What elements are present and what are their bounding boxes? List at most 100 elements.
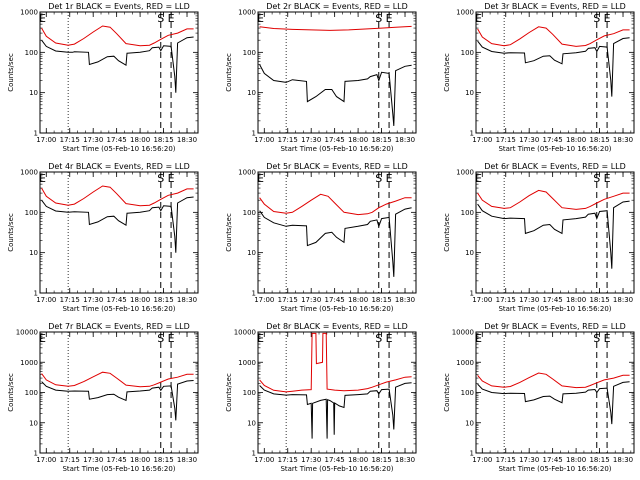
x-tick-label: 18:00 bbox=[566, 456, 586, 464]
x-tick-label: 17:00 bbox=[472, 456, 492, 464]
x-tick-label: 17:15 bbox=[60, 456, 80, 464]
event-label: E bbox=[386, 12, 393, 25]
plot-frame bbox=[39, 11, 199, 134]
x-tick-label: 17:00 bbox=[254, 296, 274, 304]
x-tick-label: 17:15 bbox=[60, 136, 80, 144]
y-axis-label: Counts/sec bbox=[225, 213, 233, 252]
x-tick-label: 17:30 bbox=[519, 296, 539, 304]
series-line-lld bbox=[477, 189, 630, 210]
y-tick-label: 100 bbox=[25, 49, 38, 57]
event-label: S bbox=[593, 172, 600, 185]
series-line-lld bbox=[259, 25, 412, 31]
x-tick-label: 18:00 bbox=[348, 456, 368, 464]
x-axis-label: Start Time (05-Feb-10 16:56:20) bbox=[280, 305, 393, 313]
x-axis-label: Start Time (05-Feb-10 16:56:20) bbox=[280, 145, 393, 153]
y-tick-label: 1000 bbox=[456, 9, 474, 17]
y-tick-label: 1000 bbox=[238, 359, 256, 367]
plot-frame bbox=[39, 171, 199, 294]
x-tick-label: 17:45 bbox=[107, 296, 127, 304]
y-tick-label: 1000 bbox=[238, 9, 256, 17]
y-tick-label: 10 bbox=[465, 419, 474, 427]
y-tick-label: 1 bbox=[252, 290, 256, 298]
y-tick-label: 1000 bbox=[20, 169, 38, 177]
event-label: E bbox=[39, 172, 46, 185]
x-tick-label: 17:45 bbox=[325, 136, 345, 144]
x-tick-label: 18:30 bbox=[395, 456, 415, 464]
panel-title: Det 8r BLACK = Events, RED = LLD bbox=[266, 322, 408, 331]
series-line-events bbox=[259, 382, 412, 439]
y-axis-label: Counts/sec bbox=[443, 53, 451, 92]
x-tick-label: 18:15 bbox=[589, 136, 609, 144]
x-tick-label: 17:45 bbox=[543, 296, 563, 304]
series-line-events bbox=[477, 37, 630, 97]
x-tick-label: 17:15 bbox=[496, 136, 516, 144]
plot-frame bbox=[257, 11, 417, 134]
x-tick-label: 17:45 bbox=[543, 136, 563, 144]
x-tick-label: 17:30 bbox=[301, 456, 321, 464]
plot-frame bbox=[257, 331, 417, 454]
x-tick-label: 17:15 bbox=[278, 456, 298, 464]
x-tick-label: 17:15 bbox=[278, 296, 298, 304]
y-tick-label: 10 bbox=[29, 419, 38, 427]
x-tick-label: 18:15 bbox=[371, 456, 391, 464]
y-tick-label: 1000 bbox=[456, 359, 474, 367]
panel-title: Det 9r BLACK = Events, RED = LLD bbox=[484, 322, 626, 331]
series-line-events bbox=[259, 207, 412, 277]
x-tick-label: 18:30 bbox=[177, 456, 197, 464]
series-line-events bbox=[41, 196, 194, 253]
x-axis-label: Start Time (05-Feb-10 16:56:20) bbox=[280, 465, 393, 473]
y-axis-label: Counts/sec bbox=[443, 373, 451, 412]
y-tick-label: 1 bbox=[252, 130, 256, 138]
x-axis-label: Start Time (05-Feb-10 16:56:20) bbox=[498, 465, 611, 473]
y-tick-label: 10 bbox=[247, 89, 256, 97]
panel-det-8: Det 8r BLACK = Events, RED = LLD 1 10 100 10… bbox=[225, 322, 417, 473]
panel-det-3: Det 3r BLACK = Events, RED = LLD 1 10 100 10… bbox=[443, 2, 635, 153]
x-tick-label: 17:30 bbox=[83, 456, 103, 464]
event-label: S bbox=[157, 12, 164, 25]
y-tick-label: 1 bbox=[34, 130, 38, 138]
y-tick-label: 1000 bbox=[20, 9, 38, 17]
event-label: S bbox=[375, 12, 382, 25]
x-tick-label: 17:00 bbox=[254, 456, 274, 464]
x-tick-label: 17:30 bbox=[519, 456, 539, 464]
y-tick-label: 10000 bbox=[16, 329, 38, 337]
x-tick-label: 18:30 bbox=[613, 296, 633, 304]
panel-det-2: Det 2r BLACK = Events, RED = LLD 1 10 100 10… bbox=[225, 2, 417, 153]
y-tick-label: 1 bbox=[34, 450, 38, 458]
event-label: E bbox=[475, 12, 482, 25]
panel-det-1: Det 1r BLACK = Events, RED = LLD 1 10 100 10… bbox=[7, 2, 199, 153]
event-label: E bbox=[257, 172, 264, 185]
y-tick-label: 10 bbox=[247, 419, 256, 427]
y-tick-label: 1000 bbox=[20, 359, 38, 367]
x-tick-label: 17:45 bbox=[325, 296, 345, 304]
y-tick-label: 1 bbox=[470, 130, 474, 138]
event-label: E bbox=[168, 332, 175, 345]
y-tick-label: 10000 bbox=[452, 329, 474, 337]
panel-det-7: Det 7r BLACK = Events, RED = LLD 1 10 100 10… bbox=[7, 322, 199, 473]
x-tick-label: 18:15 bbox=[589, 456, 609, 464]
y-tick-label: 100 bbox=[461, 49, 474, 57]
y-axis-label: Counts/sec bbox=[443, 213, 451, 252]
series-line-lld bbox=[259, 332, 412, 393]
y-tick-label: 100 bbox=[461, 389, 474, 397]
y-axis-label: Counts/sec bbox=[7, 213, 15, 252]
series-line-events bbox=[41, 36, 194, 93]
x-tick-label: 18:15 bbox=[153, 456, 173, 464]
y-tick-label: 100 bbox=[243, 209, 256, 217]
x-axis-label: Start Time (05-Feb-10 16:56:20) bbox=[498, 145, 611, 153]
event-label: E bbox=[604, 12, 611, 25]
y-tick-label: 1000 bbox=[238, 169, 256, 177]
y-tick-label: 100 bbox=[25, 389, 38, 397]
series-line-lld bbox=[41, 185, 194, 207]
x-tick-label: 17:15 bbox=[278, 136, 298, 144]
y-tick-label: 10 bbox=[29, 249, 38, 257]
y-tick-label: 10 bbox=[247, 249, 256, 257]
series-line-events bbox=[259, 64, 412, 126]
x-tick-label: 18:30 bbox=[177, 296, 197, 304]
series-line-lld bbox=[477, 372, 630, 389]
x-tick-label: 18:00 bbox=[566, 136, 586, 144]
y-tick-label: 1 bbox=[470, 290, 474, 298]
y-tick-label: 1000 bbox=[456, 169, 474, 177]
y-tick-label: 10 bbox=[29, 89, 38, 97]
panel-title: Det 3r BLACK = Events, RED = LLD bbox=[484, 2, 626, 11]
